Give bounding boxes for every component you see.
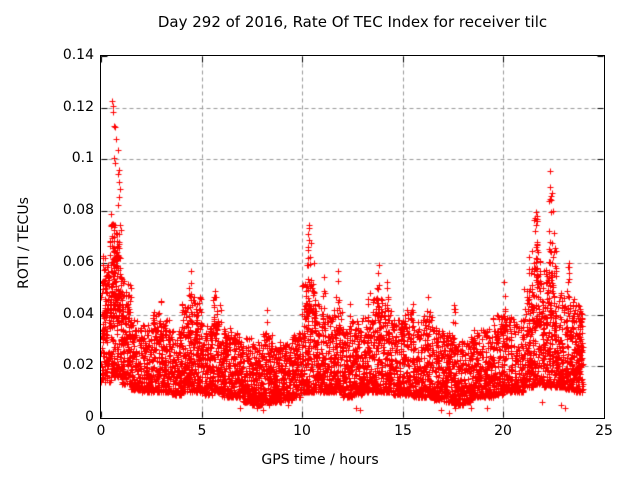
y-tick-label: 0.04 bbox=[62, 306, 94, 322]
y-tick-label: 0.08 bbox=[62, 202, 94, 218]
x-tick-label: 5 bbox=[197, 423, 207, 439]
y-tick-label: 0.12 bbox=[62, 99, 94, 115]
plot-area bbox=[100, 55, 605, 419]
x-tick-label: 25 bbox=[595, 423, 613, 439]
chart-title: Day 292 of 2016, Rate Of TEC Index for r… bbox=[157, 13, 548, 31]
x-tick-label: 10 bbox=[293, 423, 311, 439]
y-tick-label: 0.1 bbox=[71, 150, 94, 166]
y-tick-label: 0.06 bbox=[62, 254, 94, 270]
x-tick-label: 15 bbox=[394, 423, 412, 439]
y-tick-label: 0.14 bbox=[62, 47, 94, 63]
chart-canvas bbox=[101, 56, 604, 418]
x-tick-label: 0 bbox=[96, 423, 106, 439]
x-axis-label: GPS time / hours bbox=[261, 452, 379, 468]
y-tick-label: 0 bbox=[85, 409, 94, 425]
x-tick-label: 20 bbox=[494, 423, 512, 439]
y-tick-label: 0.02 bbox=[62, 357, 94, 373]
